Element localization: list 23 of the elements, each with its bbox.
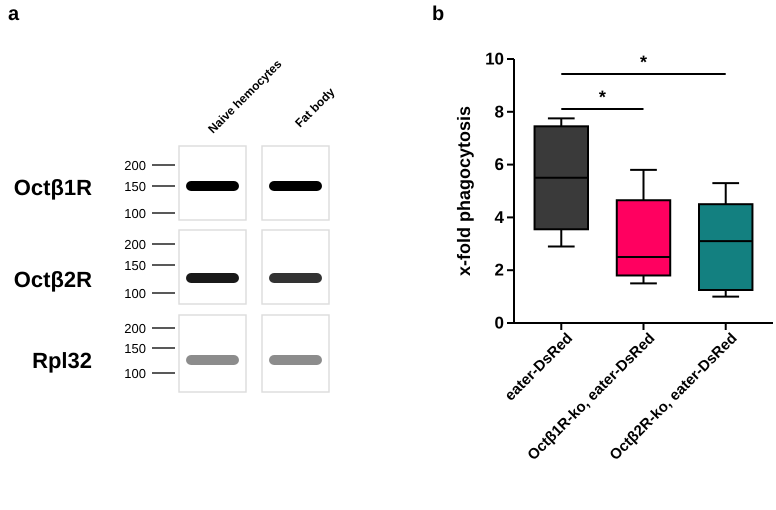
text: 150 xyxy=(124,179,146,194)
y-tick-label: 2 xyxy=(494,260,504,280)
text: 100 xyxy=(124,366,146,381)
text: Octβ2R xyxy=(14,267,92,292)
y-tick-label: 0 xyxy=(494,313,504,332)
text: Octβ1R xyxy=(14,175,92,200)
annotation: * xyxy=(598,87,606,107)
y-axis-title: x-fold phagocytosis xyxy=(454,106,474,276)
text: 150 xyxy=(124,258,146,273)
annotation: * xyxy=(640,52,648,72)
text: Rpl32 xyxy=(32,348,92,373)
y-tick-label: 6 xyxy=(494,155,504,174)
text: a xyxy=(8,3,20,25)
text: 200 xyxy=(124,321,146,336)
text: 150 xyxy=(124,341,146,356)
text: 200 xyxy=(124,158,146,173)
y-tick-label: 8 xyxy=(494,102,504,122)
chart-title: b xyxy=(432,3,444,25)
text: 100 xyxy=(124,286,146,301)
y-tick-label: 10 xyxy=(485,49,504,68)
text: 100 xyxy=(124,206,146,221)
y-tick-label: 4 xyxy=(494,208,505,227)
text: 200 xyxy=(124,237,146,252)
